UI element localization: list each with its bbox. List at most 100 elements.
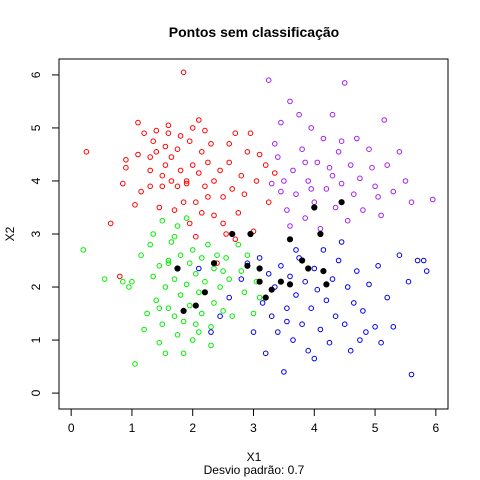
data-point: [423, 268, 430, 274]
data-point: [341, 80, 348, 86]
data-point: [138, 252, 144, 258]
centroid-point: [338, 199, 345, 206]
data-point: [186, 302, 193, 309]
x-axis: 0 1 2 3 4 5 6: [68, 408, 440, 435]
data-point: [372, 324, 378, 330]
series-0: [83, 69, 278, 280]
data-point: [153, 149, 160, 155]
data-point: [335, 257, 342, 264]
data-point: [272, 170, 278, 176]
data-point: [147, 241, 153, 248]
centroid-point: [201, 289, 208, 296]
y-tick-label: 6: [29, 71, 43, 78]
centroid-point: [229, 230, 236, 238]
data-point: [408, 199, 415, 205]
data-point: [196, 117, 202, 123]
data-point: [156, 305, 163, 312]
data-point: [293, 191, 299, 197]
data-point: [381, 117, 388, 123]
data-point: [220, 220, 226, 227]
data-point: [372, 183, 378, 190]
data-point: [226, 159, 232, 166]
data-point: [220, 268, 226, 274]
data-point: [329, 111, 336, 118]
data-point: [284, 305, 290, 312]
data-point: [208, 342, 214, 349]
data-point: [214, 252, 220, 258]
data-point: [293, 292, 299, 298]
data-point: [120, 278, 126, 285]
data-point: [278, 188, 284, 195]
data-point: [284, 318, 290, 325]
data-point: [235, 241, 242, 248]
data-point: [238, 172, 245, 179]
data-point: [384, 162, 391, 168]
data-point: [232, 236, 239, 243]
data-point: [223, 255, 229, 261]
data-point: [159, 321, 166, 328]
data-point: [193, 271, 199, 277]
data-point: [168, 239, 175, 245]
data-point: [189, 247, 196, 253]
data-point: [144, 310, 150, 317]
data-point: [147, 183, 153, 190]
data-point: [196, 329, 202, 335]
x-tick-label: 5: [372, 421, 379, 435]
data-point: [320, 247, 327, 253]
data-point: [202, 127, 208, 134]
data-point: [208, 324, 214, 330]
data-point: [265, 271, 272, 277]
data-point: [338, 138, 345, 144]
data-point: [177, 133, 184, 139]
data-point: [156, 204, 163, 211]
data-point: [180, 350, 187, 357]
data-point: [351, 191, 357, 197]
data-point: [174, 146, 181, 152]
data-point: [332, 204, 339, 211]
data-point: [317, 326, 324, 333]
data-point: [302, 159, 309, 166]
data-point: [162, 284, 169, 290]
data-point: [229, 313, 235, 320]
data-point: [420, 257, 427, 264]
data-point: [162, 143, 169, 150]
data-point: [123, 164, 129, 171]
data-point: [129, 278, 135, 285]
data-point: [314, 159, 321, 166]
data-point: [80, 247, 87, 253]
data-point: [308, 305, 315, 312]
x-tick-label: 4: [311, 421, 318, 435]
data-point: [369, 164, 375, 171]
y-tick-label: 3: [29, 230, 43, 237]
data-point: [220, 308, 226, 314]
x-tick-label: 2: [189, 421, 196, 435]
data-point: [311, 265, 318, 272]
data-point: [196, 170, 202, 176]
data-point: [259, 300, 266, 306]
data-point: [168, 154, 175, 160]
data-point: [347, 347, 354, 354]
data-point: [177, 167, 184, 174]
data-point: [354, 268, 360, 274]
data-point: [138, 188, 144, 195]
data-point: [132, 361, 138, 367]
data-point: [171, 313, 178, 320]
data-point: [256, 151, 263, 158]
data-point: [183, 178, 190, 184]
data-point: [199, 210, 205, 216]
data-point: [220, 194, 226, 200]
data-point: [226, 141, 232, 147]
data-point: [384, 294, 391, 301]
data-point: [150, 273, 156, 280]
data-point: [250, 310, 257, 317]
centroid-point: [299, 257, 306, 264]
data-point: [296, 111, 302, 118]
data-point: [241, 289, 248, 296]
data-point: [183, 215, 190, 221]
data-point: [159, 183, 166, 190]
data-point: [275, 154, 281, 160]
points-layer: [80, 69, 436, 378]
data-point: [287, 98, 293, 105]
data-point: [281, 369, 287, 375]
data-point: [199, 255, 205, 261]
